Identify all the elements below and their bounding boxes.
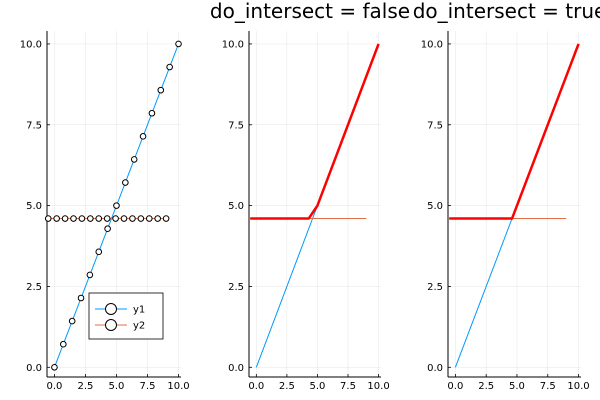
data-point-y1 — [68, 317, 76, 325]
data-point-y1 — [148, 109, 156, 117]
data-point-y1 — [122, 179, 129, 186]
y-tick-label: 5.0 — [26, 201, 42, 212]
data-point-y2 — [154, 215, 161, 222]
y-tick-label: 10.0 — [20, 39, 42, 50]
subplot-title: do_intersect = true — [413, 0, 600, 23]
data-point-y2 — [137, 215, 145, 222]
data-point-y1 — [166, 63, 173, 71]
subplot-3: 0.0 2.5 5.0 7.5 10.0 0.0 2.5 5.0 7.5 10.0 do_inter… — [413, 0, 600, 392]
legend-box — [88, 292, 164, 340]
y-tick-label: 0.0 — [228, 363, 244, 374]
x-tick-label: 5.0 — [509, 381, 525, 392]
x-tick-label: 2.5 — [478, 381, 494, 392]
y-tick-label: 0.0 — [26, 363, 42, 374]
data-point-y2 — [87, 215, 94, 222]
series-line-s3 — [250, 43, 380, 220]
y-tick-label: 5.0 — [228, 201, 244, 212]
y-tick-label: 2.5 — [26, 282, 42, 293]
data-point-y1 — [60, 340, 67, 348]
subplot-title: do_intersect = false — [210, 0, 410, 23]
data-point-y2 — [162, 215, 170, 222]
x-tick-label: 2.5 — [279, 381, 295, 392]
data-point-y2 — [61, 215, 69, 222]
y-tick-label: 7.5 — [26, 120, 42, 131]
y-tick-label: 7.5 — [427, 120, 443, 131]
data-point-y2 — [103, 215, 111, 222]
y-tick-label: 2.5 — [228, 282, 244, 293]
x-tick-label: 5.0 — [109, 381, 125, 392]
data-point-y1 — [157, 86, 165, 94]
x-tick-label: 0.0 — [46, 381, 62, 392]
data-point-y1 — [113, 202, 120, 209]
x-tick-label: 2.5 — [78, 381, 94, 392]
series-line-s3 — [449, 43, 580, 220]
legend-marker-y1 — [105, 303, 117, 315]
data-point-y2 — [129, 215, 136, 222]
legend-marker-y2 — [105, 319, 117, 331]
x-tick-label: 10.0 — [567, 381, 589, 392]
data-point-y1 — [130, 156, 138, 163]
x-tick-label: 7.5 — [340, 381, 356, 392]
legend-label-y2: y2 — [133, 321, 145, 332]
data-point-y1 — [86, 271, 94, 279]
data-point-y1 — [95, 248, 103, 256]
x-tick-label: 0.0 — [447, 381, 463, 392]
data-point-y2 — [70, 215, 77, 222]
data-point-y2 — [120, 215, 128, 222]
legend-label-y1: y1 — [133, 305, 145, 316]
data-point-y2 — [53, 215, 60, 222]
x-tick-label: 7.5 — [540, 381, 556, 392]
y-tick-label: 7.5 — [228, 120, 244, 131]
data-point-y1 — [175, 40, 182, 48]
y-tick-label: 0.0 — [427, 363, 443, 374]
subplot-1: 0.0 2.5 5.0 7.5 10.0 0.0 2.5 5.0 7.5 10.0 y1 y2 — [20, 31, 190, 392]
data-point-y1 — [104, 225, 111, 233]
data-point-y1 — [77, 294, 85, 302]
x-tick-label: 0.0 — [248, 381, 264, 392]
x-tick-label: 10.0 — [167, 381, 189, 392]
x-tick-label: 7.5 — [140, 381, 156, 392]
data-point-y2 — [145, 215, 153, 222]
y-tick-label: 10.0 — [421, 39, 443, 50]
data-point-y2 — [44, 215, 52, 222]
data-point-y2 — [112, 215, 119, 222]
y-tick-label: 5.0 — [427, 201, 443, 212]
data-point-y2 — [78, 215, 86, 222]
data-point-y1 — [51, 363, 58, 371]
x-tick-label: 10.0 — [367, 381, 389, 392]
y-tick-label: 2.5 — [427, 282, 443, 293]
data-point-y1 — [139, 133, 147, 140]
data-point-y2 — [95, 215, 103, 222]
subplot-2: 0.0 2.5 5.0 7.5 10.0 0.0 2.5 5.0 7.5 10.0 do_inter… — [210, 0, 410, 392]
y-tick-label: 10.0 — [222, 39, 244, 50]
x-tick-label: 5.0 — [309, 381, 325, 392]
